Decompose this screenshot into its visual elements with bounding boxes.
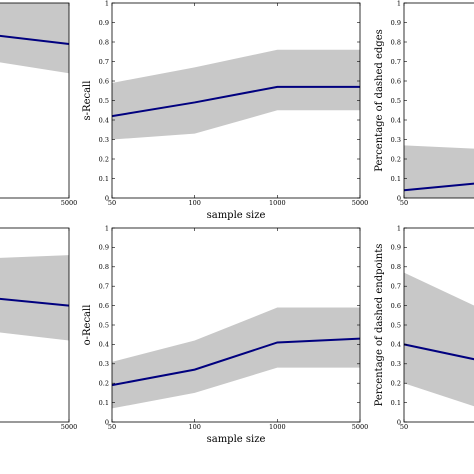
- mean-line: [0, 34, 70, 45]
- x-tick-label: 5000: [352, 199, 369, 207]
- y-tick-label: 0.9: [99, 19, 109, 27]
- x-tick-label: 50: [108, 199, 116, 207]
- y-tick-label: 0.8: [99, 38, 109, 46]
- y-tick-label: 0.4: [391, 116, 401, 124]
- confidence-band: [0, 3, 69, 74]
- y-tick-label: 0.5: [391, 321, 401, 329]
- y-tick-label: 1: [105, 0, 109, 7]
- mean-line: [0, 297, 70, 307]
- y-tick-label: 1: [105, 224, 109, 232]
- chart-top-left: 5000: [0, 2, 78, 207]
- x-axis-label: sample size: [207, 434, 266, 445]
- y-tick-label: 0.3: [391, 136, 401, 144]
- confidence-band: [112, 307, 360, 409]
- y-tick-label: 0.9: [391, 244, 401, 252]
- x-tick-label: 100: [188, 199, 200, 207]
- y-tick-label: 0.7: [99, 58, 109, 66]
- y-tick-label: 0.7: [391, 283, 401, 291]
- mean-line: [403, 343, 474, 361]
- y-tick-label: 0.7: [99, 283, 109, 291]
- y-tick-label: 0.4: [391, 341, 401, 349]
- mean-line: [111, 337, 361, 387]
- x-tick-label: 1000: [269, 199, 286, 207]
- y-tick-label: 0: [397, 418, 401, 426]
- y-tick-label: 0.2: [391, 380, 401, 388]
- y-tick-label: 0.5: [99, 321, 109, 329]
- x-axis-label: sample size: [207, 210, 266, 221]
- x-tick-label: 50: [108, 423, 116, 431]
- y-tick-label: 0.1: [99, 175, 109, 183]
- x-tick-label: 5000: [352, 423, 369, 431]
- y-tick-label: 0.3: [99, 360, 109, 368]
- y-tick-label: 0.5: [99, 97, 109, 105]
- x-tick-label: 100: [188, 423, 200, 431]
- confidence-band: [404, 272, 474, 407]
- y-tick-label: 0.3: [391, 360, 401, 368]
- plot-frame: [0, 227, 70, 423]
- y-tick-label: 1: [397, 224, 401, 232]
- y-tick-label: 0.2: [391, 155, 401, 163]
- y-tick-label: 0.4: [99, 116, 109, 124]
- y-tick-label: 0.8: [391, 263, 401, 271]
- mean-line: [403, 182, 474, 192]
- chart-bottom-left: 5000: [0, 227, 78, 431]
- y-tick-label: 0: [105, 418, 109, 426]
- x-tick-label: 50: [400, 199, 408, 207]
- y-tick-label: 0.1: [391, 175, 401, 183]
- plot-frame: [0, 2, 70, 199]
- y-tick-label: 0.6: [391, 302, 401, 310]
- y-tick-label: 0.6: [99, 302, 109, 310]
- y-tick-label: 0.6: [391, 77, 401, 85]
- y-axis-label: Percentage of dashed edges: [374, 29, 385, 172]
- chart-bottom-middle: 50 100 1000 5000 0 0.1 0.2 0.3 0.4 0.5 0.6 0.7 0.8 0.…: [82, 224, 368, 445]
- y-tick-label: 0.3: [99, 136, 109, 144]
- x-tick-label: 50: [400, 423, 408, 431]
- confidence-band: [0, 255, 69, 341]
- y-tick-label: 0.2: [99, 380, 109, 388]
- y-tick-label: 0.8: [391, 38, 401, 46]
- x-tick-label: 5000: [61, 199, 78, 207]
- y-tick-label: 0.9: [391, 19, 401, 27]
- y-axis-label: s-Recall: [82, 81, 93, 121]
- y-tick-label: 0.4: [99, 341, 109, 349]
- x-tick-label: 5000: [61, 423, 78, 431]
- y-tick-label: 0.6: [99, 77, 109, 85]
- y-tick-label: 0.5: [391, 97, 401, 105]
- y-tick-label: 0: [105, 194, 109, 202]
- y-tick-label: 0.7: [391, 58, 401, 66]
- chart-bottom-right: 500 0.1 0.2 0.3 0.4 0.5 0.6 0.7 0.8 0.9 1 Percentag…: [374, 224, 474, 431]
- y-tick-label: 0.9: [99, 244, 109, 252]
- mean-line: [111, 85, 360, 118]
- x-tick-label: 1000: [269, 423, 286, 431]
- y-tick-label: 0: [397, 194, 401, 202]
- y-tick-label: 0.1: [391, 399, 401, 407]
- y-axis-label: o-Recall: [82, 305, 93, 346]
- y-tick-label: 0.8: [99, 263, 109, 271]
- y-tick-label: 0.2: [99, 155, 109, 163]
- chart-top-right: 500 0.1 0.2 0.3 0.4 0.5 0.6 0.7 0.8 0.9 1 Percentag…: [374, 0, 474, 207]
- y-axis-label: Percentage of dashed endpoints: [374, 244, 385, 407]
- y-tick-label: 1: [397, 0, 401, 7]
- y-tick-label: 0.1: [99, 399, 109, 407]
- chart-top-middle: 50 100 1000 5000 0 0.1 0.2 0.3 0.4 0.5 0.6 0.7 0.8 0.…: [82, 0, 368, 221]
